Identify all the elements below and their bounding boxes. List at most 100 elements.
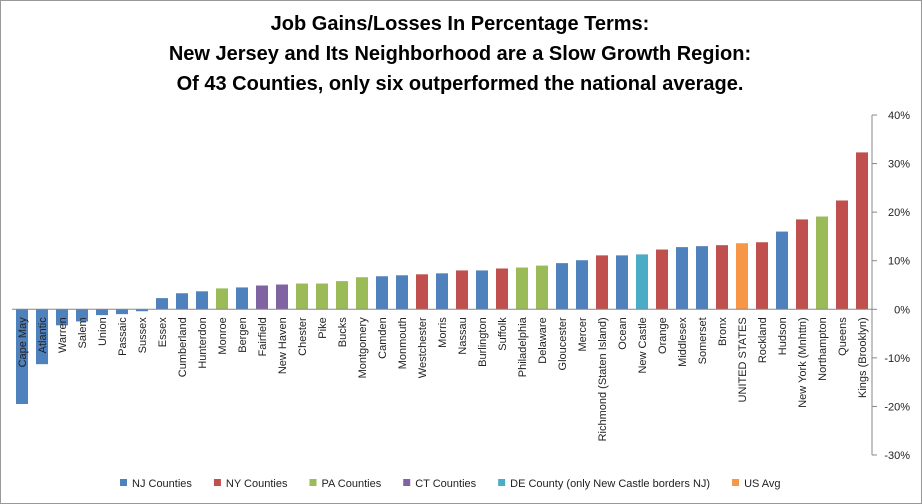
x-tick-label: Pike <box>317 317 329 338</box>
bar <box>456 270 468 310</box>
bar <box>136 309 148 312</box>
bar <box>416 274 428 310</box>
bar <box>76 309 88 322</box>
bar <box>156 298 168 310</box>
x-tick-label: Passaic <box>117 317 129 356</box>
x-tick-label: Cumberland <box>177 317 189 377</box>
x-tick-label: Atlantic <box>37 317 49 354</box>
x-tick-label: Warren <box>57 317 69 353</box>
x-tick-label: Kings (Brooklyn) <box>857 317 869 398</box>
bar <box>296 283 308 310</box>
bar <box>376 276 388 310</box>
bar <box>596 255 608 310</box>
x-tick-label: Cape May <box>17 317 29 368</box>
bar <box>656 249 668 310</box>
x-tick-label: Suffolk <box>497 317 509 351</box>
x-tick-label: Bergen <box>237 317 249 352</box>
x-tick-label: Philadelphia <box>517 316 529 377</box>
bar <box>116 309 128 315</box>
bar <box>616 255 628 310</box>
x-tick-label: Bucks <box>337 317 349 347</box>
x-tick-label: Mercer <box>577 317 589 352</box>
legend-swatch <box>213 479 221 486</box>
bar <box>636 254 648 310</box>
x-tick-label: Bronx <box>717 317 729 346</box>
bar <box>536 265 548 310</box>
x-tick-label: Westchester <box>417 317 429 378</box>
legend-label: CT Counties <box>415 478 476 490</box>
bar <box>516 267 528 310</box>
bar <box>176 293 188 310</box>
bar <box>756 242 768 310</box>
x-tick-label: Queens <box>837 317 849 356</box>
bar <box>56 309 68 326</box>
bar <box>736 243 748 310</box>
y-tick-label: 10% <box>888 256 910 268</box>
bar <box>256 285 268 310</box>
y-tick-label: 30% <box>888 159 910 171</box>
x-tick-label: Chester <box>297 317 309 356</box>
x-tick-label: Delaware <box>537 317 549 363</box>
y-tick-label: -10% <box>884 353 910 365</box>
x-tick-label: Monmouth <box>397 317 409 369</box>
x-tick-label: Fairfield <box>257 317 269 356</box>
legend-label: US Avg <box>744 478 781 490</box>
legend-label: NY Counties <box>226 478 288 490</box>
bar <box>816 216 828 310</box>
bar <box>396 275 408 310</box>
bar <box>316 283 328 310</box>
bar <box>216 288 228 310</box>
x-tick-label: New York (Mnhttn) <box>797 317 809 407</box>
bar <box>476 270 488 310</box>
x-tick-label: Somerset <box>697 317 709 364</box>
y-tick-label: 20% <box>888 207 910 219</box>
x-tick-label: New Haven <box>277 317 289 374</box>
bar <box>556 263 568 310</box>
chart-title: Of 43 Counties, only six outperformed th… <box>177 73 744 95</box>
legend-swatch <box>120 479 127 486</box>
bar <box>276 284 288 310</box>
bar <box>676 247 688 310</box>
legend-swatch <box>309 479 317 486</box>
x-tick-label: Nassau <box>457 317 469 354</box>
legend-label: PA Counties <box>321 478 381 490</box>
bar <box>856 152 868 310</box>
bar <box>436 273 448 310</box>
x-tick-label: Monroe <box>217 317 229 354</box>
x-tick-label: Camden <box>377 317 389 359</box>
x-tick-label: Orange <box>657 317 669 354</box>
x-tick-label: New Castle <box>637 317 649 373</box>
x-tick-label: Union <box>97 317 109 346</box>
x-tick-label: Sussex <box>137 317 149 354</box>
x-tick-label: Hudson <box>777 317 789 355</box>
legend-label: NJ Counties <box>132 478 192 490</box>
bar <box>836 200 848 310</box>
x-tick-label: Richmond (Staten Island) <box>597 317 609 441</box>
bar <box>696 246 708 310</box>
bar <box>576 260 588 310</box>
bar <box>796 219 808 310</box>
bar <box>356 277 368 310</box>
legend-swatch <box>732 479 740 486</box>
x-tick-label: Salem <box>77 317 89 348</box>
x-tick-label: Middlesex <box>677 317 689 367</box>
bar <box>716 245 728 310</box>
x-tick-label: Ocean <box>617 317 629 349</box>
x-tick-label: Montgomery <box>357 317 369 379</box>
chart-title: New Jersey and Its Neighborhood are a Sl… <box>169 43 751 65</box>
x-tick-label: Hunterdon <box>197 317 209 368</box>
bar <box>336 281 348 310</box>
x-tick-label: Essex <box>157 317 169 347</box>
bar <box>776 231 788 310</box>
y-tick-label: -30% <box>884 450 910 462</box>
bar <box>496 268 508 310</box>
bar <box>96 309 108 316</box>
y-tick-label: 0% <box>894 304 910 316</box>
legend-label: DE County (only New Castle borders NJ) <box>510 478 710 490</box>
chart-title: Job Gains/Losses In Percentage Terms: <box>271 13 650 35</box>
bar <box>236 287 248 310</box>
legend-swatch <box>403 479 411 486</box>
y-tick-label: -20% <box>884 401 910 413</box>
x-tick-label: Burlington <box>477 317 489 367</box>
